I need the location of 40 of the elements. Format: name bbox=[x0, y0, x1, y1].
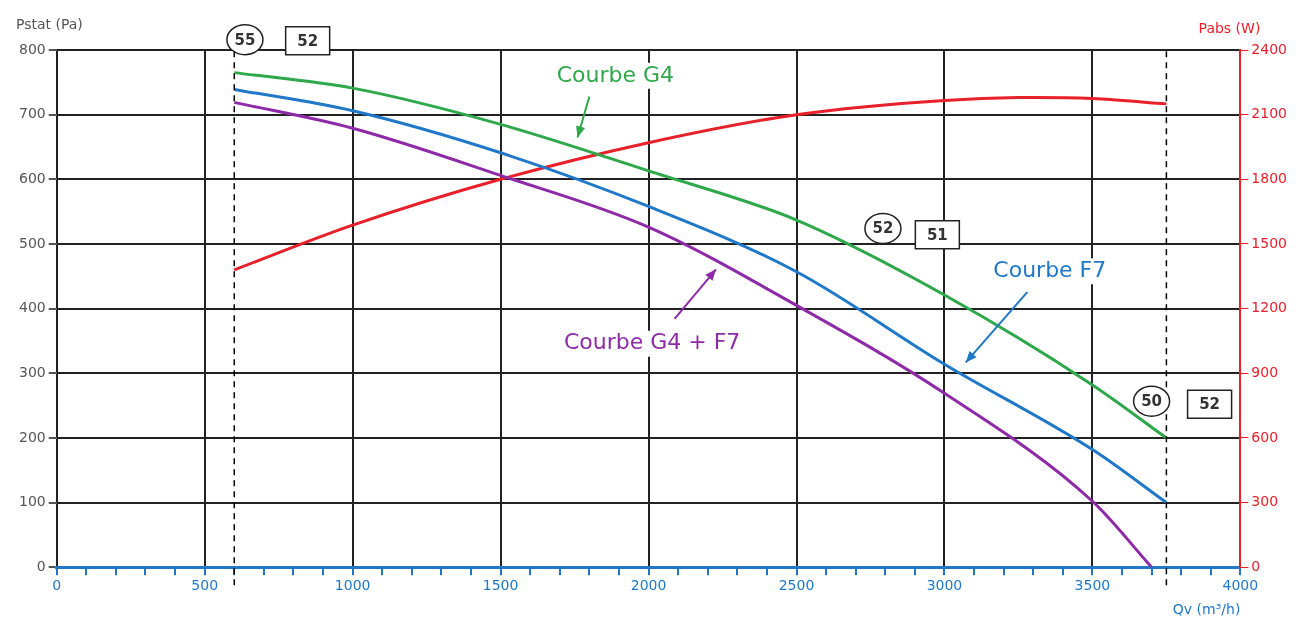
y2-tick-label: 900 bbox=[1251, 363, 1279, 380]
y2-tick-label: 1800 bbox=[1251, 169, 1288, 186]
y-tick-label: 800 bbox=[18, 40, 46, 57]
y-tick-label: 500 bbox=[18, 234, 46, 251]
annotation: Courbe F7 bbox=[993, 257, 1107, 283]
annotation: 51 bbox=[926, 225, 948, 244]
annotation: 52 bbox=[872, 219, 894, 238]
text: 52 bbox=[297, 31, 319, 50]
annotation: 52 bbox=[1199, 395, 1221, 414]
y2-tick-label: 1500 bbox=[1251, 234, 1288, 251]
y2-tick-label: 600 bbox=[1251, 428, 1279, 445]
annotation: Courbe G4 bbox=[556, 61, 675, 87]
y-tick-label: 600 bbox=[18, 169, 46, 186]
y-tick-label: 0 bbox=[36, 557, 46, 574]
y2-tick-label: 1200 bbox=[1251, 299, 1288, 316]
y-tick-label: 300 bbox=[18, 363, 46, 380]
annotation: Courbe G4 + F7 bbox=[563, 329, 741, 355]
x-tick-label: 3000 bbox=[926, 577, 963, 594]
y-axis-title: Pstat (Pa) bbox=[16, 15, 83, 32]
y2-axis-title: Pabs (W) bbox=[1198, 19, 1261, 36]
x-tick-label: 2000 bbox=[630, 577, 667, 594]
x-tick-label: 2500 bbox=[778, 577, 815, 594]
y-tick-label: 100 bbox=[18, 493, 46, 510]
x-tick-label: 500 bbox=[191, 577, 219, 594]
y2-tick-label: 2400 bbox=[1251, 40, 1288, 57]
x-axis-title: Qv (m³/h) bbox=[1172, 600, 1241, 617]
x-tick-label: 3500 bbox=[1074, 577, 1111, 594]
text: 55 bbox=[234, 30, 256, 49]
x-tick-label: 1500 bbox=[482, 577, 519, 594]
x-tick-label: 4000 bbox=[1222, 577, 1259, 594]
y2-tick-label: 0 bbox=[1251, 557, 1261, 574]
y2-tick-label: 2100 bbox=[1251, 105, 1288, 122]
y-tick-label: 700 bbox=[18, 105, 46, 122]
y-tick-label: 200 bbox=[18, 428, 46, 445]
y2-tick-label: 300 bbox=[1251, 493, 1279, 510]
y-tick-label: 400 bbox=[18, 299, 46, 316]
line-series bbox=[232, 87, 1168, 505]
x-tick-label: 1000 bbox=[334, 577, 371, 594]
annotation: 50 bbox=[1141, 392, 1163, 411]
x-tick-label: 0 bbox=[52, 577, 62, 594]
